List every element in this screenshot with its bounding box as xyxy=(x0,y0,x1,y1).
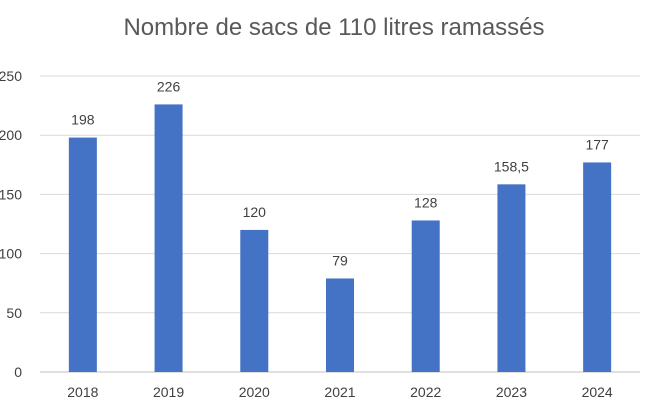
x-tick-label: 2019 xyxy=(153,384,184,400)
y-tick-label: 0 xyxy=(14,364,22,380)
data-label: 128 xyxy=(414,194,438,210)
bar xyxy=(583,162,612,372)
x-tick-label: 2021 xyxy=(324,384,355,400)
x-tick-label: 2023 xyxy=(496,384,527,400)
data-label: 79 xyxy=(332,252,348,268)
data-label: 120 xyxy=(243,204,267,220)
x-tick-label: 2024 xyxy=(582,384,613,400)
data-label: 198 xyxy=(71,112,95,128)
data-label: 177 xyxy=(585,136,609,152)
chart-title: Nombre de sacs de 110 litres ramassés xyxy=(123,14,545,41)
y-tick-label: 50 xyxy=(6,305,22,321)
bar xyxy=(154,104,183,372)
bar xyxy=(411,220,440,372)
y-tick-label: 100 xyxy=(0,246,22,262)
y-tick-label: 150 xyxy=(0,186,22,202)
x-tick-label: 2018 xyxy=(67,384,98,400)
data-label: 226 xyxy=(157,78,181,94)
bar xyxy=(326,278,354,372)
bar xyxy=(497,184,526,372)
y-tick-label: 250 xyxy=(0,68,22,84)
bar xyxy=(68,137,97,372)
bar xyxy=(240,229,269,372)
x-tick-label: 2022 xyxy=(410,384,441,400)
y-tick-label: 200 xyxy=(0,127,22,143)
x-tick-label: 2020 xyxy=(239,384,270,400)
data-label: 158,5 xyxy=(494,158,529,174)
